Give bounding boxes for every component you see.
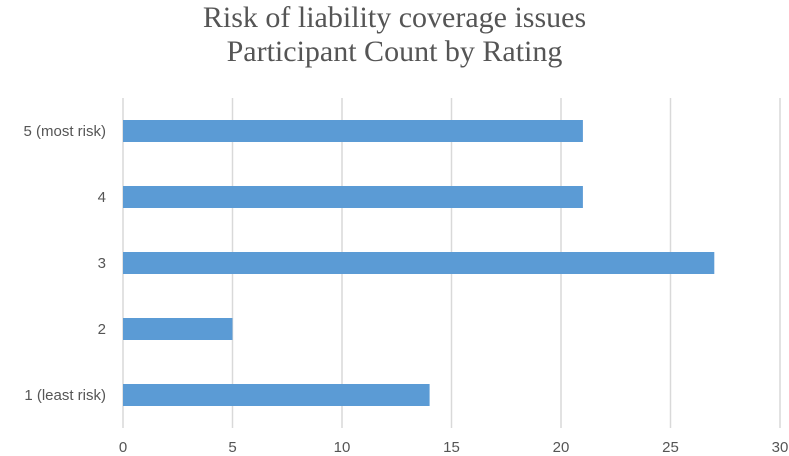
x-tick-label: 30 <box>772 439 789 456</box>
chart-title-line-1: Risk of liability coverage issues <box>202 1 587 34</box>
chart-title-line-2: Participant Count by Rating <box>226 35 563 68</box>
category-label: 5 (most risk) <box>24 123 107 140</box>
category-label: 4 <box>98 189 106 206</box>
x-tick-label: 0 <box>119 439 127 456</box>
bar-4 <box>123 186 583 208</box>
x-tick-label: 5 <box>228 439 236 456</box>
x-tick-label: 10 <box>334 439 351 456</box>
category-label: 1 (least risk) <box>24 387 106 404</box>
bar-2 <box>123 318 233 340</box>
bar-3 <box>123 252 715 274</box>
bar-5 <box>123 120 583 142</box>
x-tick-label: 25 <box>662 439 679 456</box>
x-tick-label: 20 <box>553 439 570 456</box>
category-label: 2 <box>98 321 106 338</box>
category-label: 3 <box>98 255 106 272</box>
bar-1 <box>123 384 430 406</box>
x-tick-label: 15 <box>443 439 460 456</box>
